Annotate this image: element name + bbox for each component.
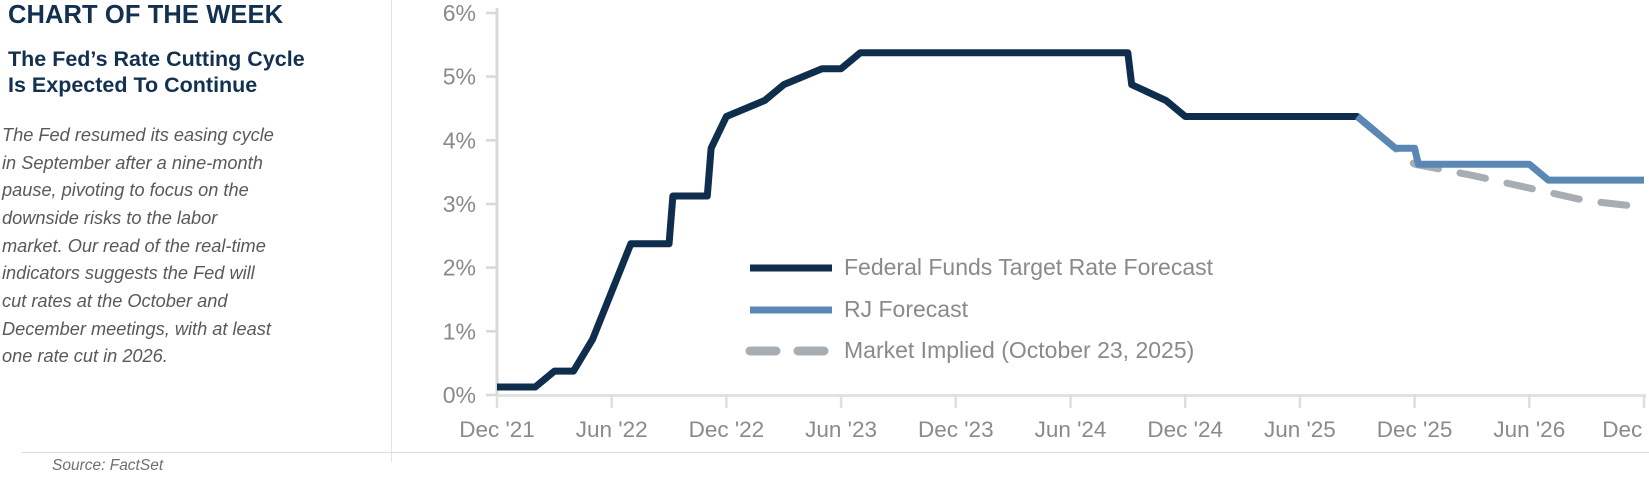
y-tick-marks (486, 11, 497, 397)
x-tick-label: Dec '21 (459, 417, 535, 442)
x-tick-label: Dec '24 (1147, 417, 1223, 442)
x-tick-label: Dec '22 (689, 417, 765, 442)
panel-divider (391, 0, 392, 462)
x-tick-label: Jun '26 (1493, 417, 1565, 442)
y-tick-label: 4% (443, 127, 476, 153)
x-tick-marks (495, 395, 1646, 408)
y-tick-label: 0% (443, 382, 476, 408)
legend-label-rj-forecast: RJ Forecast (844, 296, 969, 322)
series-rj-forecast (1355, 113, 1644, 184)
body-line: downside risks to the labor (2, 207, 218, 228)
y-tick-label: 2% (443, 255, 476, 281)
footer-divider (22, 452, 1649, 453)
body-line: one rate cut in 2026. (2, 346, 168, 367)
x-tick-label: Jun '22 (576, 417, 648, 442)
body-line: market. Our read of the real-time (2, 235, 266, 256)
x-tick-label: Jun '23 (805, 417, 877, 442)
headline-line-1: The Fed’s Rate Cutting Cycle (8, 47, 305, 71)
chart-legend: Federal Funds Target Rate Forecast RJ Fo… (745, 254, 1214, 363)
x-tick-label: Dec '25 (1377, 417, 1453, 442)
x-tick-label: Dec '23 (918, 417, 994, 442)
headline-line-2: Is Expected To Continue (8, 73, 258, 98)
body-line: pause, pivoting to focus on the (2, 180, 249, 201)
legend-label-federal-funds: Federal Funds Target Rate Forecast (844, 254, 1214, 280)
x-tick-label: Jun '25 (1264, 417, 1336, 442)
legend-label-market-implied: Market Implied (October 23, 2025) (844, 337, 1194, 363)
y-tick-label: 6% (443, 0, 476, 26)
series-market-implied (1372, 128, 1648, 211)
y-tick-label: 5% (443, 64, 476, 90)
body-line: in September after a nine-month (2, 152, 263, 173)
page-title: The Fed’s Rate Cutting Cycle Is Expected… (8, 46, 380, 99)
body-line: The Fed resumed its easing cycle (2, 125, 274, 145)
text-panel: CHART OF THE WEEK The Fed’s Rate Cutting… (0, 0, 392, 494)
body-copy: The Fed resumed its easing cycle in Sept… (2, 122, 364, 371)
kicker-label: CHART OF THE WEEK (8, 1, 284, 29)
x-tick-label: Dec '26 (1602, 417, 1649, 442)
body-line: December meetings, with at least (2, 318, 271, 339)
x-tick-label: Jun '24 (1035, 417, 1107, 442)
series-federal-funds-target-rate (497, 49, 1379, 391)
y-tick-label: 3% (443, 191, 476, 217)
source-label: Source: FactSet (52, 457, 164, 474)
y-tick-label: 1% (443, 318, 476, 344)
body-line: cut rates at the October and (2, 290, 228, 311)
chart-svg: 6% 5% 4% 3% 2% 1% 0% Dec '21 (443, 0, 1649, 442)
body-line: indicators suggests the Fed will (2, 263, 255, 284)
line-chart: 6% 5% 4% 3% 2% 1% 0% Dec '21 (392, 0, 1649, 494)
